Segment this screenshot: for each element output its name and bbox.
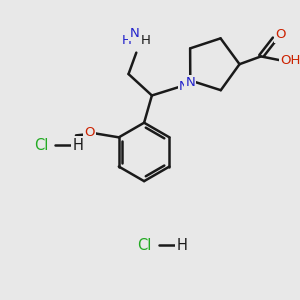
Text: OH: OH [280,54,300,67]
Text: H: H [122,34,131,47]
Text: O: O [84,126,95,139]
Text: N: N [185,76,195,89]
Text: H: H [141,34,151,47]
Text: N: N [179,80,189,93]
Text: H: H [73,138,83,153]
Text: Cl: Cl [137,238,151,253]
Text: O: O [275,28,286,41]
Text: N: N [130,27,139,40]
Text: H: H [177,238,188,253]
Text: Cl: Cl [34,138,48,153]
